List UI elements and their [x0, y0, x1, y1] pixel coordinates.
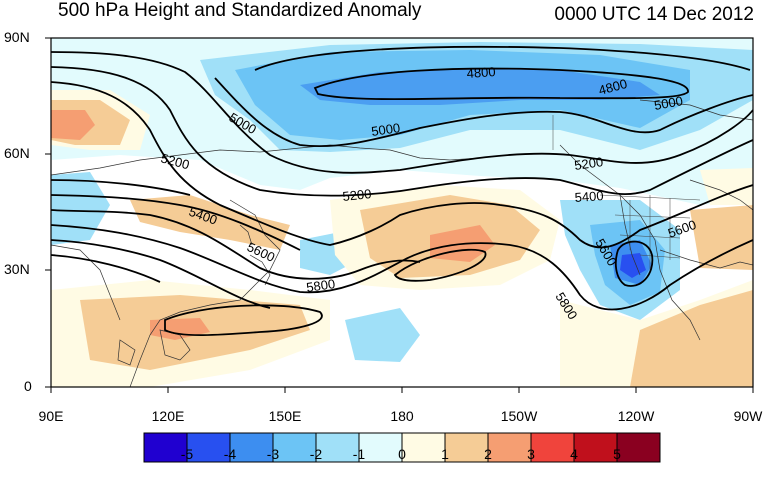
contour-label-5200a: 5200 [159, 150, 191, 172]
colorbar-swatch [531, 433, 574, 462]
lat-label-0: 0 [24, 378, 32, 394]
colorbar [143, 432, 661, 463]
contour-label-5200b: 5200 [342, 186, 372, 204]
lon-label-120e: 120E [151, 408, 185, 424]
lon-label-180: 180 [390, 408, 414, 424]
colorbar-label: 5 [613, 446, 621, 462]
colorbar-label: -3 [266, 446, 280, 462]
colorbar-swatch [574, 433, 617, 462]
lat-label-60n: 60N [4, 145, 30, 161]
colorbar-swatch [187, 433, 230, 462]
contour-label-4800b: 4800 [597, 76, 629, 98]
colorbar-swatch [402, 433, 445, 462]
colorbar-label: -1 [352, 446, 366, 462]
map-area: 4800 4800 5000 5000 5000 5200 5200 5200 … [51, 38, 753, 387]
contour-label-5400b: 5400 [574, 188, 604, 205]
colorbar-swatch [230, 433, 273, 462]
colorbar-label: 4 [570, 446, 578, 462]
lon-label-90w: 90W [733, 408, 763, 424]
lat-label-90n: 90N [4, 29, 30, 45]
contour-label-4800a: 4800 [466, 64, 496, 81]
anomaly-shading [51, 38, 753, 387]
lat-label-30n: 30N [4, 261, 30, 277]
colorbar-swatch [488, 433, 531, 462]
lon-label-150w: 150W [500, 408, 538, 424]
contour-label-5800a: 5800 [305, 276, 336, 295]
valid-time: 0000 UTC 14 Dec 2012 [554, 4, 754, 25]
axis-ticks [45, 37, 754, 393]
colorbar-label: 3 [527, 446, 535, 462]
lon-label-90e: 90E [38, 408, 64, 424]
colorbar-swatch [273, 433, 316, 462]
colorbar-label: 0 [398, 446, 406, 462]
contour-label-5000b: 5000 [370, 120, 401, 139]
colorbar-label: 2 [484, 446, 492, 462]
colorbar-swatch [144, 433, 187, 462]
lon-label-150e: 150E [268, 408, 302, 424]
colorbar-swatch [617, 433, 660, 462]
contour-label-5000c: 5000 [653, 93, 684, 113]
colorbar-swatch [445, 433, 488, 462]
lon-label-120w: 120W [617, 408, 655, 424]
colorbar-label: -4 [223, 446, 237, 462]
colorbar-label: -2 [309, 446, 323, 462]
map-title: 500 hPa Height and Standardized Anomaly [58, 0, 422, 21]
contour-label-5200c: 5200 [573, 154, 604, 173]
state-lines [552, 115, 701, 270]
colorbar-label: 1 [441, 446, 449, 462]
colorbar-label: -5 [180, 446, 194, 462]
colorbar-swatch [359, 433, 402, 462]
colorbar-swatch [316, 433, 359, 462]
height-contours [51, 45, 753, 337]
